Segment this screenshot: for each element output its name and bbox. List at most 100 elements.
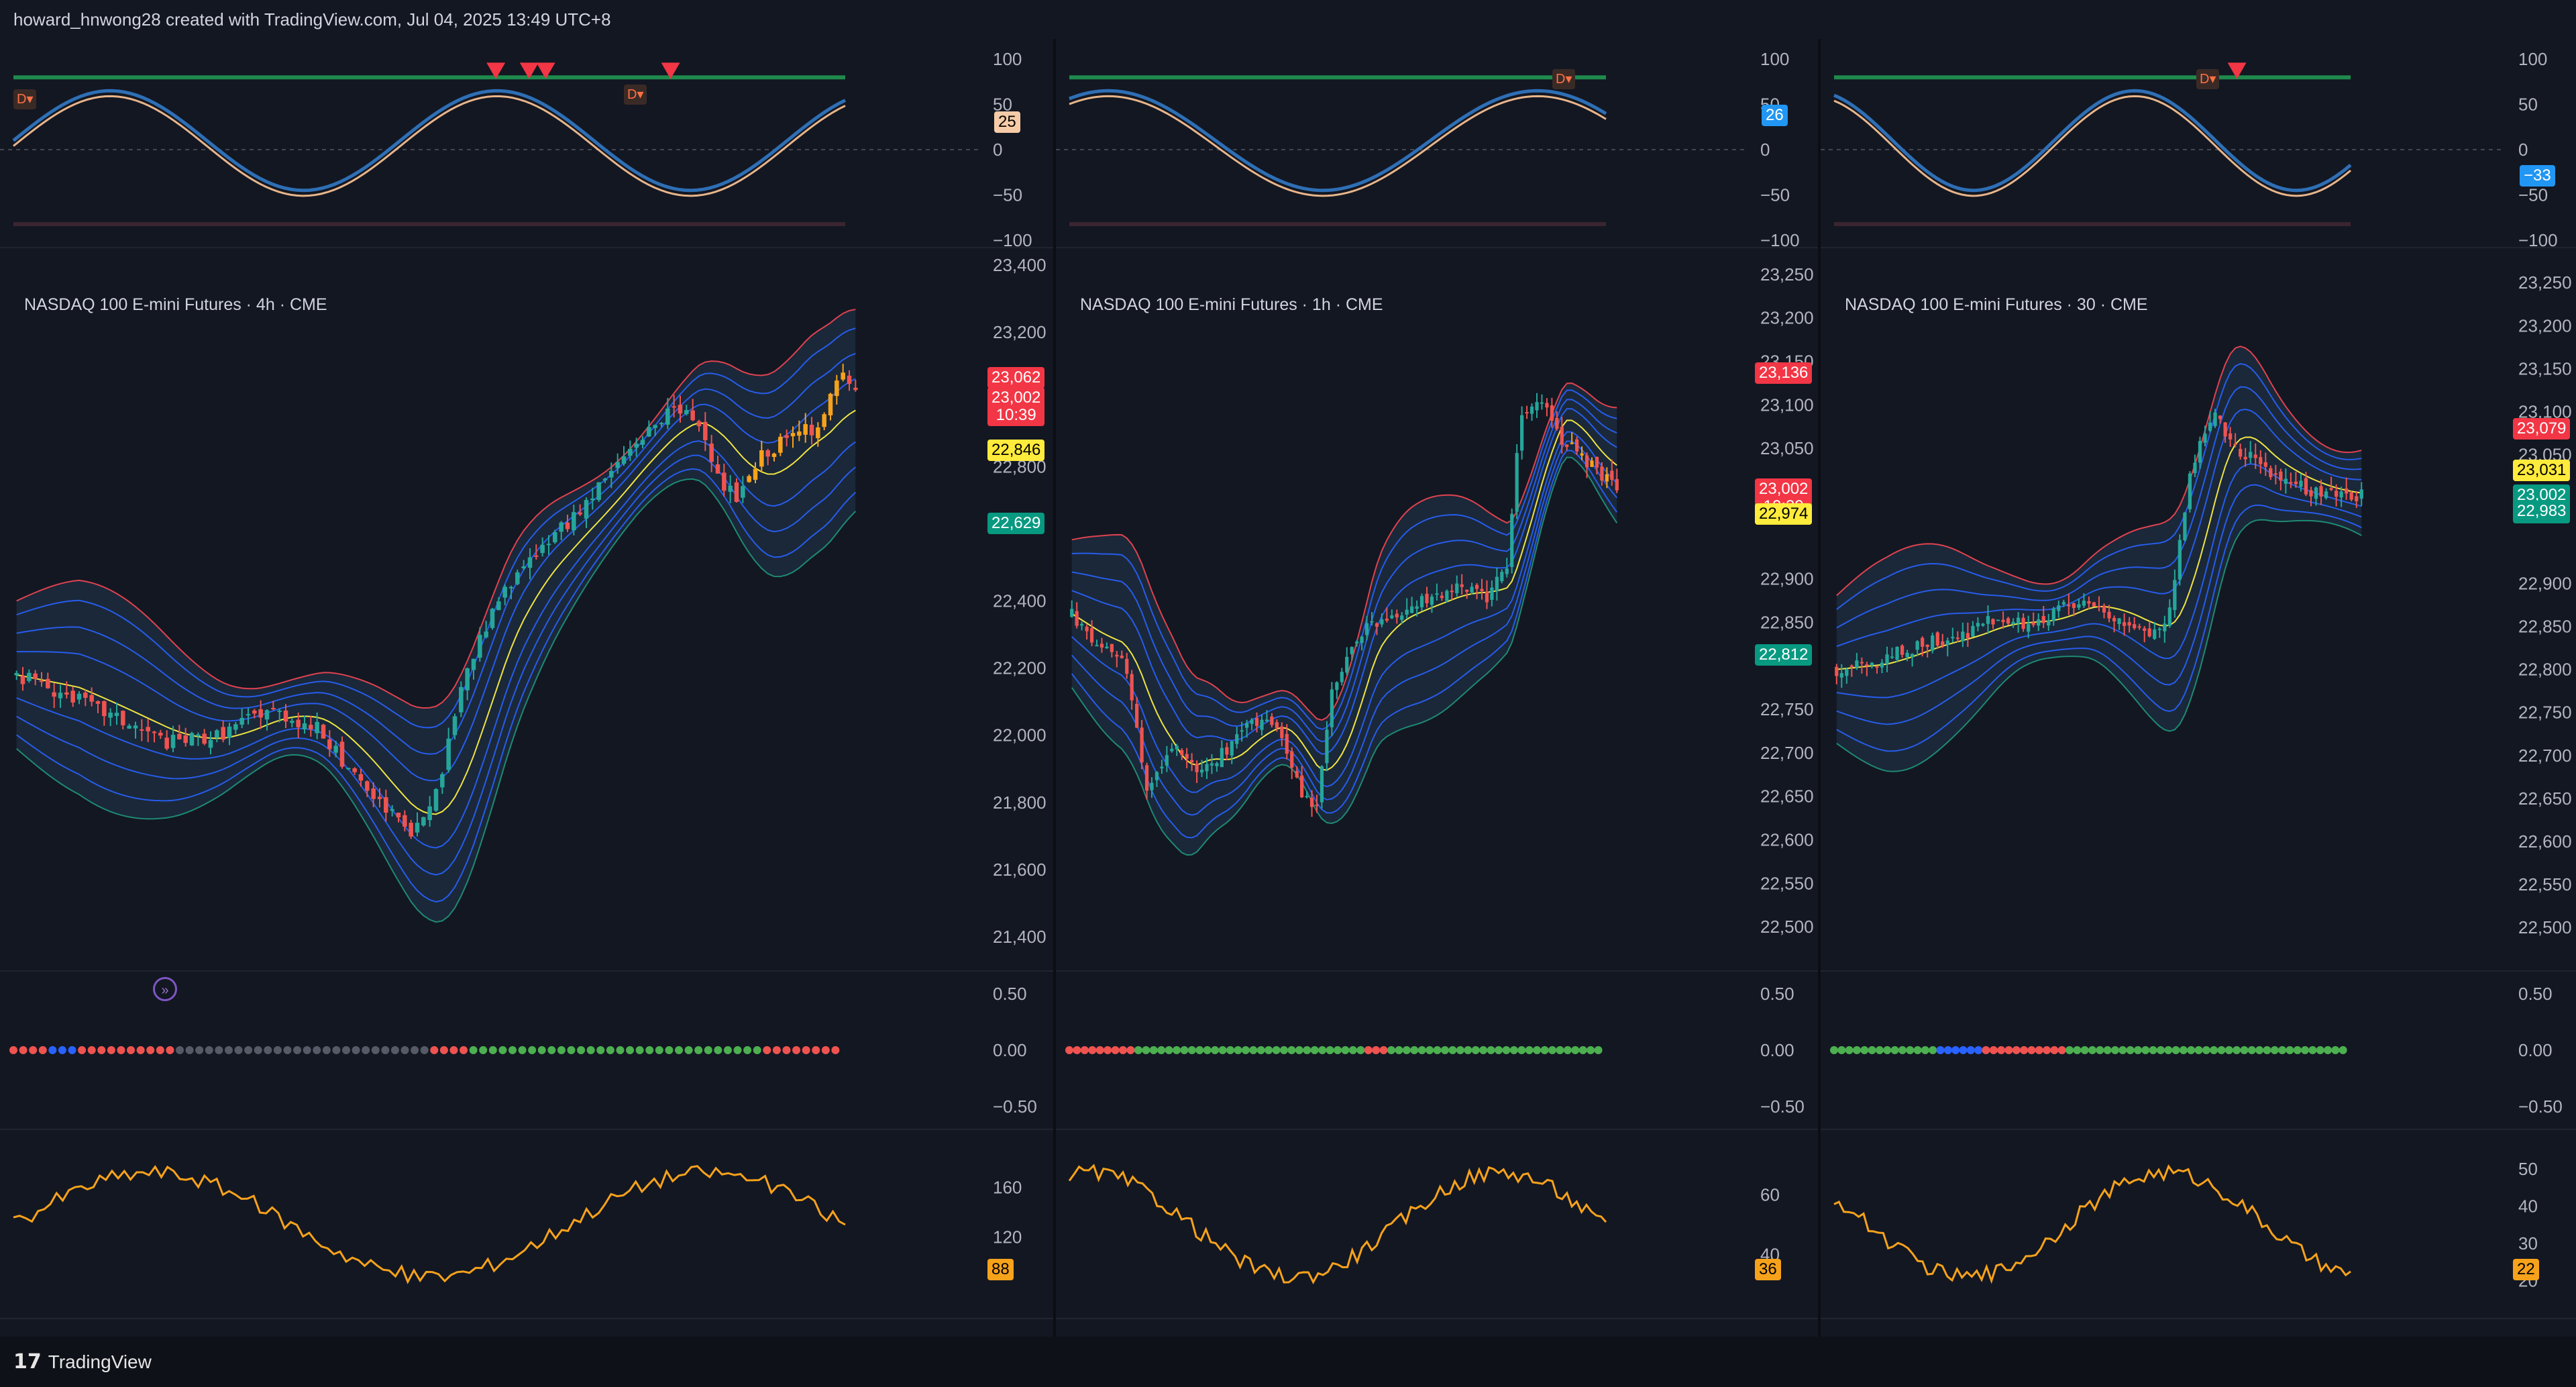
candle-body[interactable] bbox=[584, 500, 589, 519]
sell-signal-icon[interactable] bbox=[486, 62, 506, 79]
candle-body[interactable] bbox=[1375, 623, 1379, 627]
candle-body[interactable] bbox=[515, 572, 520, 584]
candle-body[interactable] bbox=[1230, 741, 1234, 756]
candle-body[interactable] bbox=[1590, 460, 1594, 467]
candle-body[interactable] bbox=[2345, 488, 2349, 494]
candle-body[interactable] bbox=[1474, 584, 1479, 589]
candle-body[interactable] bbox=[559, 522, 564, 532]
candle-body[interactable] bbox=[121, 711, 125, 725]
candle-body[interactable] bbox=[2112, 617, 2116, 621]
candle-body[interactable] bbox=[1099, 644, 1104, 648]
candle-body[interactable] bbox=[446, 738, 451, 770]
candle-body[interactable] bbox=[1120, 656, 1124, 658]
candle-body[interactable] bbox=[183, 735, 188, 743]
candle-body[interactable] bbox=[346, 768, 351, 770]
candle-body[interactable] bbox=[2037, 619, 2041, 626]
candle-body[interactable] bbox=[108, 713, 113, 718]
candle-body[interactable] bbox=[2077, 604, 2081, 608]
candle-body[interactable] bbox=[1225, 747, 1229, 755]
candle-body[interactable] bbox=[2143, 628, 2147, 631]
candle-body[interactable] bbox=[2334, 491, 2339, 497]
candle-body[interactable] bbox=[2314, 487, 2318, 499]
candle-body[interactable] bbox=[2097, 606, 2101, 608]
candle-body[interactable] bbox=[1895, 646, 1899, 660]
candle-body[interactable] bbox=[1364, 623, 1369, 635]
candle-body[interactable] bbox=[540, 544, 545, 554]
candle-body[interactable] bbox=[452, 716, 458, 735]
candle-body[interactable] bbox=[1355, 641, 1359, 644]
candle-body[interactable] bbox=[2243, 456, 2247, 460]
candle-body[interactable] bbox=[1410, 606, 1414, 613]
candle-body[interactable] bbox=[1150, 782, 1154, 790]
candle-body[interactable] bbox=[1075, 611, 1079, 626]
candle-body[interactable] bbox=[1495, 576, 1499, 591]
candle-body[interactable] bbox=[1860, 662, 1864, 664]
candle-body[interactable] bbox=[2021, 617, 2025, 629]
candle-body[interactable] bbox=[1215, 763, 1219, 766]
candle-body[interactable] bbox=[1290, 751, 1294, 768]
candle-body[interactable] bbox=[1275, 722, 1279, 729]
candle-body[interactable] bbox=[1945, 640, 1949, 646]
candle-body[interactable] bbox=[1875, 666, 1879, 668]
candle-body[interactable] bbox=[496, 601, 501, 611]
candle-body[interactable] bbox=[2087, 601, 2091, 604]
candle-body[interactable] bbox=[102, 701, 107, 717]
divergence-marker[interactable]: D▾ bbox=[2196, 69, 2220, 89]
candle-body[interactable] bbox=[835, 380, 839, 397]
candle-body[interactable] bbox=[1385, 618, 1389, 621]
candle-body[interactable] bbox=[1525, 412, 1529, 414]
candle-body[interactable] bbox=[114, 713, 119, 717]
candle-body[interactable] bbox=[1849, 665, 1854, 667]
candle-body[interactable] bbox=[64, 692, 69, 695]
candle-body[interactable] bbox=[1955, 637, 1960, 639]
candle-body[interactable] bbox=[140, 729, 144, 731]
candle-body[interactable] bbox=[640, 440, 645, 445]
candle-body[interactable] bbox=[1460, 584, 1464, 587]
candle-body[interactable] bbox=[1390, 615, 1394, 619]
candle-body[interactable] bbox=[421, 817, 426, 826]
candle-body[interactable] bbox=[1085, 626, 1089, 631]
candle-body[interactable] bbox=[1190, 760, 1194, 763]
candle-body[interactable] bbox=[2193, 462, 2197, 474]
candle-body[interactable] bbox=[709, 444, 714, 462]
candle-body[interactable] bbox=[2127, 622, 2131, 626]
candle-body[interactable] bbox=[283, 710, 288, 722]
panel-divider[interactable] bbox=[1818, 39, 1821, 1337]
candle-body[interactable] bbox=[1135, 703, 1139, 728]
candle-body[interactable] bbox=[258, 709, 263, 718]
candle-body[interactable] bbox=[1140, 727, 1144, 763]
candle-body[interactable] bbox=[440, 774, 445, 788]
candle-body[interactable] bbox=[653, 425, 657, 428]
candle-body[interactable] bbox=[1070, 609, 1074, 617]
candle-body[interactable] bbox=[2259, 457, 2263, 464]
candle-body[interactable] bbox=[1180, 750, 1184, 756]
candle-body[interactable] bbox=[696, 421, 702, 427]
candle-body[interactable] bbox=[1160, 766, 1164, 769]
candle-body[interactable] bbox=[2198, 441, 2202, 463]
candle-body[interactable] bbox=[609, 470, 614, 478]
candle-body[interactable] bbox=[722, 472, 727, 491]
candle-body[interactable] bbox=[1360, 636, 1364, 644]
candle-body[interactable] bbox=[621, 456, 627, 464]
candle-body[interactable] bbox=[202, 733, 207, 744]
candle-body[interactable] bbox=[841, 372, 845, 380]
candle-body[interactable] bbox=[1245, 723, 1249, 728]
candle-body[interactable] bbox=[628, 448, 633, 456]
candle-body[interactable] bbox=[402, 815, 407, 827]
candle-body[interactable] bbox=[2208, 422, 2212, 431]
candle-body[interactable] bbox=[239, 717, 244, 725]
candle-body[interactable] bbox=[39, 680, 44, 682]
candle-body[interactable] bbox=[1885, 654, 1889, 664]
candle-body[interactable] bbox=[1900, 646, 1904, 655]
candle-body[interactable] bbox=[2133, 624, 2137, 629]
sell-signal-icon[interactable] bbox=[661, 62, 680, 79]
candle-body[interactable] bbox=[847, 375, 852, 384]
divergence-marker[interactable]: D▾ bbox=[624, 85, 647, 105]
candle-body[interactable] bbox=[816, 427, 820, 438]
pane-separator[interactable] bbox=[1056, 247, 1818, 248]
candle-body[interactable] bbox=[1430, 597, 1434, 605]
candle-body[interactable] bbox=[2359, 489, 2363, 499]
candle-body[interactable] bbox=[1415, 606, 1419, 609]
candle-body[interactable] bbox=[1515, 453, 1519, 512]
candle-body[interactable] bbox=[2167, 607, 2171, 626]
